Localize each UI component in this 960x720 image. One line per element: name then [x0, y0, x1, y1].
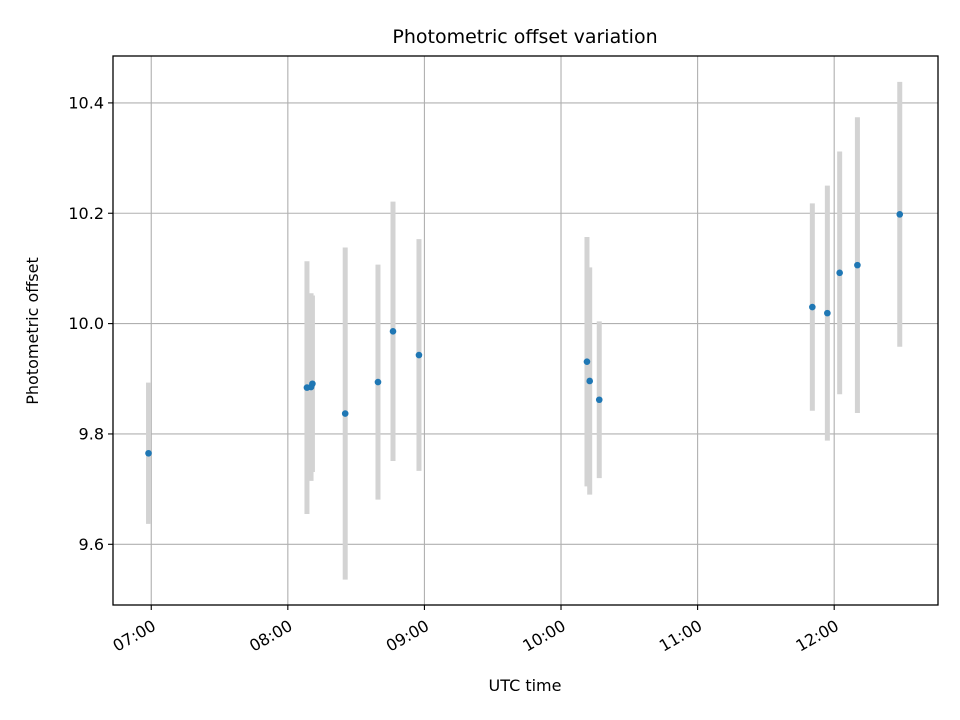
data-point	[854, 261, 861, 269]
x-axis-label: UTC time	[489, 676, 562, 695]
y-tick-label: 10.4	[68, 93, 104, 112]
chart-title: Photometric offset variation	[392, 26, 657, 48]
data-point	[583, 358, 591, 365]
y-tick-label: 10.2	[68, 204, 104, 223]
data-point	[824, 309, 831, 317]
data-point	[374, 378, 382, 386]
data-point	[415, 351, 423, 359]
y-axis-label: Photometric offset	[23, 257, 42, 405]
x-tick-label: 09:00	[383, 616, 432, 656]
grid	[113, 56, 938, 605]
x-tick-label: 07:00	[110, 616, 159, 656]
y-tick-label: 9.8	[79, 424, 104, 443]
data-point	[595, 396, 603, 404]
data-point	[341, 410, 349, 417]
x-tick-label: 08:00	[246, 616, 295, 656]
error-bars	[146, 81, 903, 580]
data-point	[389, 328, 397, 335]
plot-frame	[112, 55, 939, 606]
data-point	[309, 380, 316, 388]
axis-ticks: 07:00 08:00 09:00 10:00 11:00 12:00 9.6 9.8 10.0…	[68, 93, 842, 655]
data-point	[145, 449, 152, 457]
x-tick-label: 12:00	[793, 616, 842, 656]
data-point	[896, 211, 904, 218]
y-tick-label: 10.0	[68, 314, 104, 333]
data-points	[145, 211, 904, 457]
data-point	[586, 377, 593, 385]
x-tick-label: 10:00	[519, 616, 568, 656]
x-tick-label: 11:00	[656, 616, 705, 656]
data-point	[809, 303, 816, 311]
y-tick-label: 9.6	[79, 535, 104, 554]
data-point	[836, 269, 843, 277]
